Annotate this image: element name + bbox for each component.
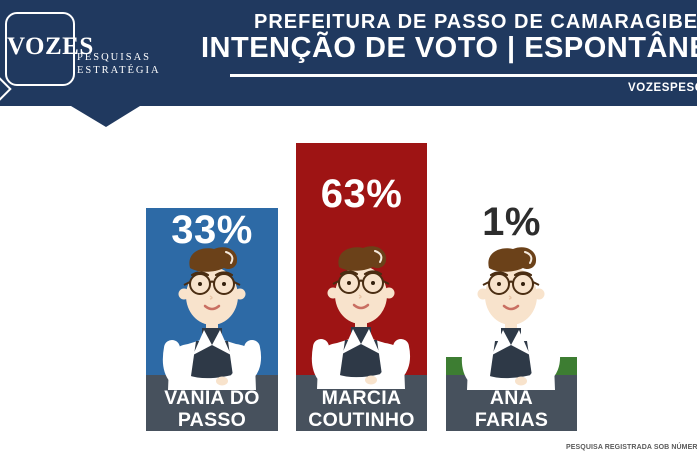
header-band: PREFEITURA DE PASSO DE CAMARAGIBE INTENÇ…	[0, 0, 697, 106]
candidate-name-line: VANIA DO	[164, 387, 260, 409]
candidate-name-line: COUTINHO	[308, 408, 415, 431]
logo-tagline-2: ESTRATÉGIA	[77, 65, 161, 76]
value-label-marcia-coutinho: 63%	[320, 172, 403, 216]
value-label-ana-farias: 1%	[482, 200, 541, 244]
title-divider	[230, 74, 697, 77]
candidate-name-line: FARIAS	[474, 408, 549, 431]
header-subtitle: PREFEITURA DE PASSO DE CAMARAGIBE	[254, 11, 697, 33]
candidate-name-line: ANA	[489, 387, 534, 409]
registration-text: PESQUISA REGISTRADA SOB NÚMERO: AL-0	[566, 444, 697, 451]
candidate-avatar	[162, 242, 262, 390]
candidate-name-line: MARCIA	[321, 387, 402, 409]
page-title: INTENÇÃO DE VOTO | ESPONTÂNEA	[201, 32, 697, 64]
candidate-avatar	[461, 242, 561, 390]
candidate-name-line: PASSO	[177, 408, 247, 431]
logo-tagline-1: PESQUISAS	[77, 52, 152, 63]
vozes-logo: VOZES	[5, 12, 93, 86]
candidate-avatar	[311, 241, 411, 389]
value-label-vania-do-passo: 33%	[171, 208, 253, 252]
header-ribbon-notch	[71, 106, 140, 127]
